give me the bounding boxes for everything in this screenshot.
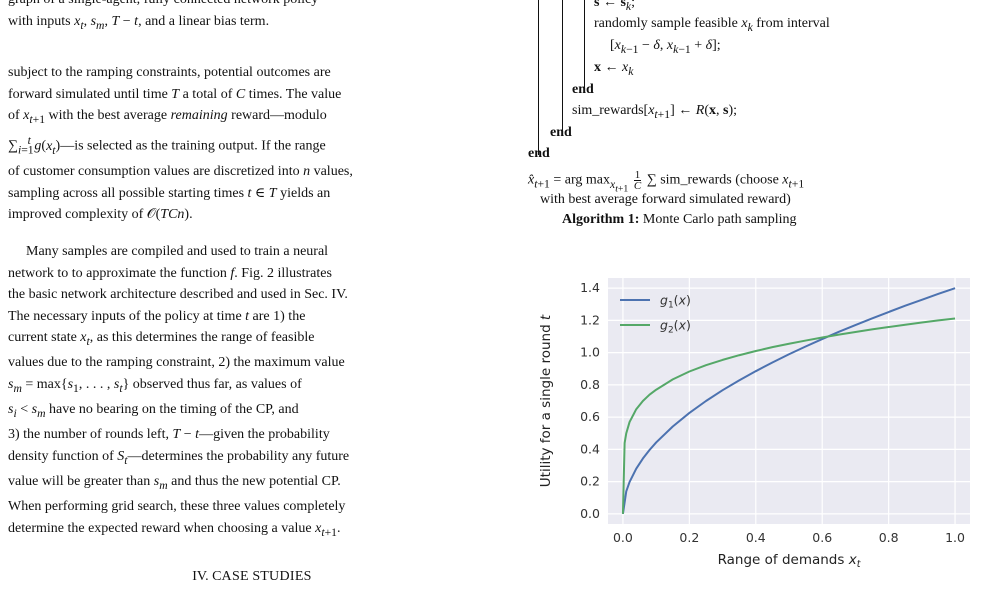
text-line: determine the expected reward when choos…: [8, 520, 341, 539]
text-line: subject to the ramping constraints, pote…: [8, 65, 331, 80]
paragraph-monte-carlo: subject to the ramping constraints, pote…: [8, 62, 496, 226]
paragraph-network: Many samples are compiled and used to tr…: [8, 241, 496, 543]
algorithm-caption: Algorithm 1: Monte Carlo path sampling: [562, 212, 796, 228]
text-line: Many samples are compiled and used to tr…: [26, 244, 329, 259]
x-axis-label: Range of demands xt: [718, 552, 862, 570]
text-line: sm = max{s1, . . . , st} observed thus f…: [8, 376, 302, 395]
text-line: si < sm have no bearing on the timing of…: [8, 402, 299, 420]
x-tick-label: 0.2: [679, 530, 699, 545]
text-line: ∑i=1t g(xt)—is selected as the training …: [8, 134, 326, 157]
y-tick-label: 0.2: [580, 474, 600, 489]
utility-chart: 0.0 0.2 0.4 0.6 0.8 1.0 0.0 0.2 0.4 0.6 0.8 1.0 1.2 1…: [538, 278, 970, 570]
x-tick-label: 0.6: [812, 530, 832, 545]
text-line: current state xt, as this determines the…: [8, 330, 315, 348]
algo-end-mid: end: [550, 125, 572, 140]
legend-label-1: g1(x): [660, 293, 691, 311]
y-tick-label: 0.4: [580, 441, 600, 456]
text-line: network to to approximate the function f…: [8, 265, 332, 281]
legend-label-2: g2(x): [660, 318, 691, 336]
algo-end-outer: end: [528, 146, 550, 161]
plot-background: [608, 278, 970, 524]
text-line: of xt+1 with the best average remaining …: [8, 108, 327, 126]
x-tick-label: 0.0: [613, 530, 633, 545]
algo-line-sim-rewards: sim_rewards[xt+1] ← R(x, s);: [572, 103, 737, 121]
algo-indent-bar-outer: [538, 0, 539, 155]
algorithm-caption-text: Monte Carlo path sampling: [642, 212, 797, 227]
text-line: When performing grid search, these three…: [8, 499, 346, 515]
text-line: 3) the number of rounds left, T − t—give…: [8, 427, 330, 443]
y-tick-label: 0.8: [580, 377, 600, 392]
y-axis-label: Utility for a single round t: [538, 314, 554, 487]
y-tick-label: 0.6: [580, 409, 600, 424]
caption-line-1: graph of a single-agent, fully connected…: [8, 0, 496, 11]
text-line: improved complexity of 𝒪(TCn).: [8, 207, 193, 223]
x-tick-label: 0.8: [879, 530, 899, 545]
algo-line-interval: [xk−1 − δ, xk−1 + δ];: [610, 38, 721, 56]
y-tick-label: 1.2: [580, 312, 600, 327]
series-line-2: [621, 317, 956, 514]
caption-line-2: with inputs xt, sm, T − t, and a linear …: [8, 13, 270, 32]
algo-line-s: s ← sk;: [594, 0, 635, 13]
algo-line-argmax-cont: with best average forward simulated rewa…: [540, 192, 791, 207]
y-tick-label: 1.0: [580, 345, 600, 360]
y-tick-label: 0.0: [580, 506, 600, 521]
algo-indent-bar-inner: [584, 0, 585, 91]
text-line: The necessary inputs of the policy at ti…: [8, 308, 306, 324]
text-line: density function of St—determines the pr…: [8, 448, 350, 467]
algorithm-caption-label: Algorithm 1:: [562, 212, 640, 227]
text-line: forward simulated until time T a total o…: [8, 86, 342, 102]
series-line-1: [621, 287, 956, 514]
text-line: of customer consumption values are discr…: [8, 164, 353, 180]
text-line: sampling across all possible starting ti…: [8, 185, 331, 201]
algo-end-inner: end: [572, 82, 594, 97]
x-tick-label: 0.4: [746, 530, 766, 545]
figure2-caption-fragment: graph of a single-agent, fully connected…: [8, 0, 496, 36]
text-line: value will be greater than sm and thus t…: [8, 474, 341, 492]
text-line: the basic network architecture described…: [8, 287, 348, 302]
algo-line-x: x ← xk: [594, 60, 634, 78]
text-line: values due to the ramping constraint, 2)…: [8, 355, 345, 371]
x-tick-label: 1.0: [945, 530, 965, 545]
section-heading: IV. CASE STUDIES: [192, 569, 312, 584]
algo-indent-bar-mid: [562, 0, 563, 133]
algo-line-sample: randomly sample feasible xk from interva…: [594, 16, 830, 34]
y-tick-label: 1.4: [580, 280, 600, 295]
algorithm-block: s ← sk; randomly sample feasible xk from…: [528, 0, 990, 240]
